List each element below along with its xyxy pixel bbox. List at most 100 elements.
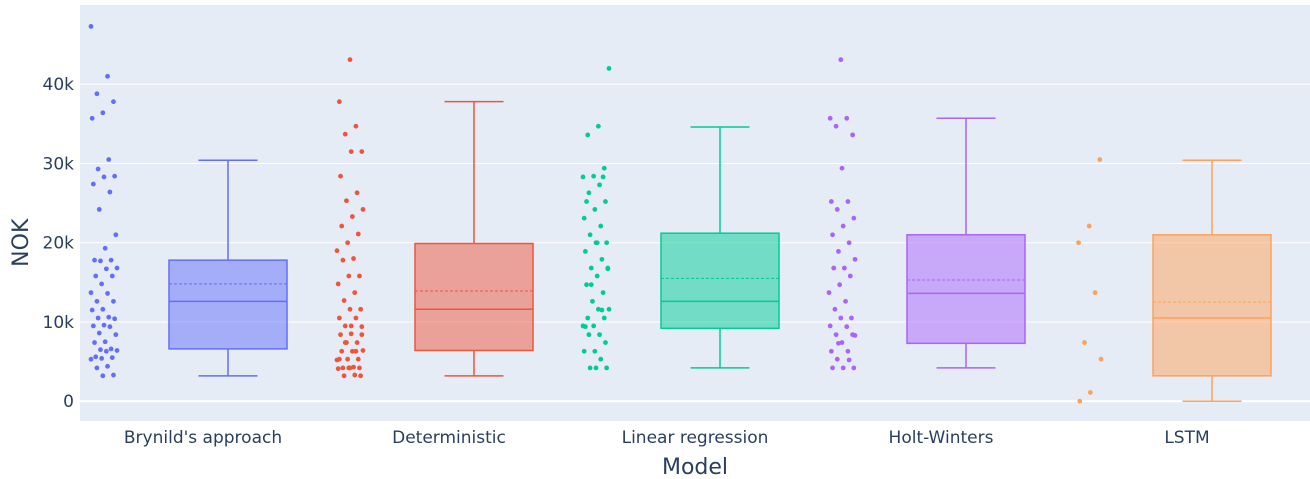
y-tick-label: 20k <box>43 234 75 254</box>
y-tick-label: 0 <box>63 392 74 412</box>
data-point <box>852 256 858 262</box>
data-point <box>582 324 588 330</box>
data-point <box>586 190 592 196</box>
y-tick-label: 30k <box>43 154 75 174</box>
data-point <box>1076 240 1081 246</box>
data-point <box>342 131 348 137</box>
data-point <box>830 365 835 371</box>
data-point <box>850 132 856 138</box>
data-point <box>592 348 598 354</box>
data-point <box>592 207 598 212</box>
data-point <box>111 372 116 378</box>
data-point <box>358 373 364 379</box>
data-point <box>90 181 96 187</box>
data-point <box>106 314 112 320</box>
data-point <box>105 363 110 369</box>
x-axis-title: Model <box>662 455 728 479</box>
data-point <box>606 306 612 312</box>
data-point <box>594 240 600 246</box>
data-point <box>359 324 365 330</box>
data-point <box>828 348 834 354</box>
x-tick-label: Brynild's approach <box>124 428 282 448</box>
data-point <box>334 248 340 254</box>
data-point <box>345 356 351 362</box>
data-point <box>1087 390 1093 395</box>
data-point <box>591 173 597 179</box>
data-point <box>831 265 837 271</box>
data-point <box>604 240 610 246</box>
data-point <box>587 232 593 238</box>
data-point <box>581 215 587 221</box>
data-point <box>100 110 106 116</box>
data-point <box>1082 340 1087 345</box>
data-point <box>109 273 115 279</box>
data-point <box>114 348 120 353</box>
data-point <box>89 307 95 313</box>
data-point <box>112 316 118 322</box>
data-point <box>336 99 342 105</box>
data-point <box>348 331 354 337</box>
x-tick-label: Deterministic <box>392 428 506 448</box>
data-point <box>584 282 589 288</box>
data-point <box>103 266 109 272</box>
data-point <box>834 207 840 212</box>
box-brynild-s-approach <box>168 159 288 377</box>
data-point <box>88 356 94 362</box>
data-point <box>847 273 853 279</box>
data-point <box>342 340 348 345</box>
data-point <box>100 373 106 379</box>
data-point <box>827 115 833 121</box>
data-point <box>111 298 116 304</box>
data-point <box>580 174 586 180</box>
data-point <box>851 215 857 221</box>
data-point <box>347 57 353 63</box>
data-point <box>360 207 366 212</box>
data-point <box>833 123 839 129</box>
data-point <box>340 365 346 371</box>
data-point <box>1097 157 1103 162</box>
data-point <box>827 323 833 329</box>
data-point <box>601 165 607 171</box>
data-point <box>601 315 607 321</box>
data-point <box>839 165 845 171</box>
data-point <box>595 123 601 129</box>
data-point <box>582 249 588 254</box>
data-point <box>826 290 832 296</box>
data-point <box>1092 290 1098 296</box>
data-point <box>837 282 843 288</box>
data-point <box>112 173 118 179</box>
data-point <box>597 182 602 188</box>
data-point <box>344 198 349 204</box>
data-point <box>606 65 612 71</box>
data-point <box>102 339 108 345</box>
data-point <box>107 189 113 195</box>
data-point <box>844 324 850 330</box>
data-point <box>92 340 97 345</box>
data-point <box>346 273 352 279</box>
data-point <box>852 333 858 338</box>
data-point <box>339 223 345 229</box>
data-point <box>353 315 359 321</box>
data-point <box>834 356 840 362</box>
data-point <box>99 356 105 361</box>
y-tick-label: 10k <box>43 313 75 333</box>
data-point <box>832 306 838 312</box>
data-point <box>98 347 103 353</box>
data-point <box>603 340 608 345</box>
data-point <box>838 57 844 63</box>
data-point <box>830 232 835 238</box>
data-point <box>841 265 847 271</box>
data-point <box>840 223 846 229</box>
data-point <box>109 355 115 361</box>
data-point <box>357 273 362 279</box>
data-point <box>585 132 591 138</box>
data-point <box>113 232 119 238</box>
data-point <box>96 207 102 212</box>
data-point <box>94 91 100 97</box>
data-point <box>355 356 361 362</box>
data-point <box>844 115 850 121</box>
data-point <box>352 372 358 378</box>
data-point <box>353 123 359 129</box>
data-point <box>357 365 362 371</box>
